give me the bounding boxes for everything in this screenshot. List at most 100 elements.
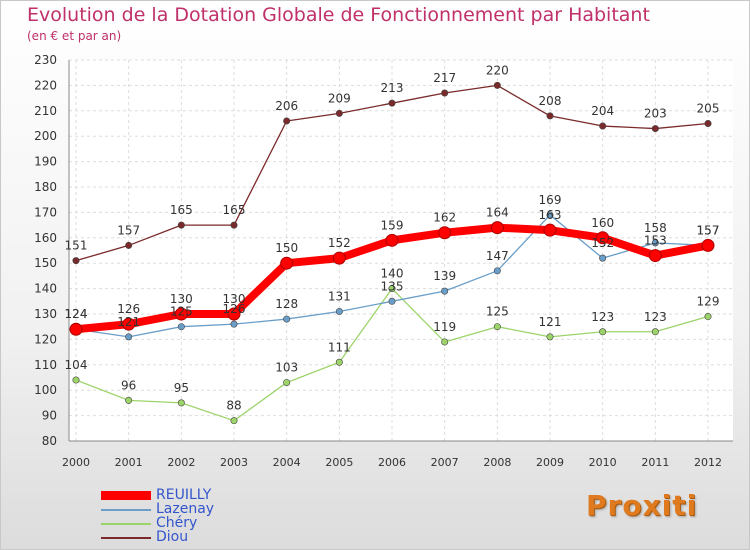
data-label-diou: 213 — [381, 81, 404, 95]
data-point-lazenay — [546, 211, 554, 219]
data-label-diou: 217 — [433, 71, 456, 85]
data-point-reuilly — [596, 231, 610, 245]
data-point-diou — [125, 241, 133, 249]
y-tick-label: 150 — [34, 256, 57, 270]
data-label-reuilly: 130 — [170, 292, 193, 306]
x-tick-label: 2000 — [62, 456, 90, 469]
data-point-lazenay — [283, 315, 291, 323]
data-point-diou — [335, 109, 343, 117]
data-point-diou — [283, 117, 291, 125]
data-point-diou — [599, 122, 607, 130]
data-label-reuilly: 153 — [644, 234, 667, 248]
data-label-chéry: 95 — [174, 381, 189, 395]
data-point-diou — [493, 81, 501, 89]
y-tick-label: 230 — [34, 53, 57, 67]
data-point-chéry — [283, 379, 291, 387]
y-tick-label: 130 — [34, 307, 57, 321]
data-label-chéry: 129 — [697, 295, 720, 309]
legend-label: REUILLY — [156, 487, 212, 503]
data-label-chéry: 121 — [539, 315, 562, 329]
data-point-diou — [546, 112, 554, 120]
data-label-chéry: 140 — [381, 267, 404, 281]
data-label-lazenay: 128 — [275, 297, 298, 311]
x-tick-label: 2003 — [220, 456, 248, 469]
data-point-chéry — [388, 285, 396, 293]
legend-label: Chéry — [156, 515, 198, 531]
x-tick-label: 2010 — [589, 456, 617, 469]
x-tick-label: 2009 — [536, 456, 564, 469]
x-tick-label: 2001 — [115, 456, 143, 469]
data-label-reuilly: 130 — [223, 292, 246, 306]
data-point-chéry — [177, 399, 185, 407]
legend-swatch — [101, 508, 151, 511]
data-label-chéry: 103 — [275, 361, 298, 375]
data-point-chéry — [230, 417, 238, 425]
data-label-lazenay: 139 — [433, 269, 456, 283]
data-point-reuilly — [490, 221, 504, 235]
data-label-reuilly: 159 — [381, 218, 404, 232]
data-label-reuilly: 162 — [433, 211, 456, 225]
data-label-diou: 209 — [328, 91, 351, 105]
data-point-chéry — [72, 376, 80, 384]
y-tick-label: 210 — [34, 104, 57, 118]
data-label-reuilly: 163 — [539, 208, 562, 222]
data-point-diou — [651, 125, 659, 133]
x-tick-label: 2002 — [167, 456, 195, 469]
data-label-chéry: 123 — [591, 310, 614, 324]
y-tick-label: 220 — [34, 78, 57, 92]
data-point-diou — [441, 89, 449, 97]
y-tick-label: 160 — [34, 231, 57, 245]
data-label-diou: 208 — [539, 94, 562, 108]
y-tick-label: 120 — [34, 332, 57, 346]
data-label-lazenay: 124 — [65, 307, 88, 321]
y-tick-label: 190 — [34, 155, 57, 169]
y-tick-label: 90 — [42, 409, 57, 423]
data-point-chéry — [599, 328, 607, 336]
y-tick-label: 80 — [42, 434, 57, 448]
x-tick-label: 2006 — [378, 456, 406, 469]
data-label-diou: 203 — [644, 107, 667, 121]
legend-label: Diou — [156, 529, 189, 545]
data-point-chéry — [335, 358, 343, 366]
data-point-diou — [72, 257, 80, 265]
data-point-diou — [177, 221, 185, 229]
data-label-lazenay: 126 — [223, 302, 246, 316]
data-point-reuilly — [385, 233, 399, 247]
data-label-lazenay: 157 — [697, 223, 720, 237]
data-label-lazenay: 147 — [486, 249, 509, 263]
data-point-reuilly — [227, 307, 241, 321]
data-point-reuilly — [438, 226, 452, 240]
data-point-lazenay — [388, 297, 396, 305]
data-point-lazenay — [230, 320, 238, 328]
data-label-diou: 165 — [223, 203, 246, 217]
data-label-reuilly: 150 — [275, 241, 298, 255]
data-label-reuilly: 164 — [486, 206, 509, 220]
data-point-chéry — [546, 333, 554, 341]
data-point-reuilly — [332, 251, 346, 265]
data-label-chéry: 96 — [121, 378, 136, 392]
data-point-chéry — [651, 328, 659, 336]
data-point-chéry — [441, 338, 449, 346]
data-label-reuilly: 160 — [591, 216, 614, 230]
data-label-diou: 204 — [591, 104, 614, 118]
data-label-chéry: 123 — [644, 310, 667, 324]
legend-swatch — [101, 491, 151, 500]
data-label-lazenay: 121 — [117, 315, 140, 329]
data-label-lazenay: 152 — [591, 236, 614, 250]
data-label-diou: 206 — [275, 99, 298, 113]
data-point-chéry — [704, 313, 712, 321]
data-point-diou — [388, 99, 396, 107]
legend-swatch — [101, 536, 151, 539]
data-label-lazenay: 125 — [170, 305, 193, 319]
x-tick-label: 2008 — [483, 456, 511, 469]
x-tick-label: 2012 — [694, 456, 722, 469]
data-point-lazenay — [177, 323, 185, 331]
y-tick-label: 140 — [34, 282, 57, 296]
data-label-diou: 157 — [117, 223, 140, 237]
x-tick-label: 2005 — [325, 456, 353, 469]
data-label-chéry: 104 — [65, 358, 88, 372]
data-label-diou: 220 — [486, 63, 509, 77]
data-point-lazenay — [441, 287, 449, 295]
